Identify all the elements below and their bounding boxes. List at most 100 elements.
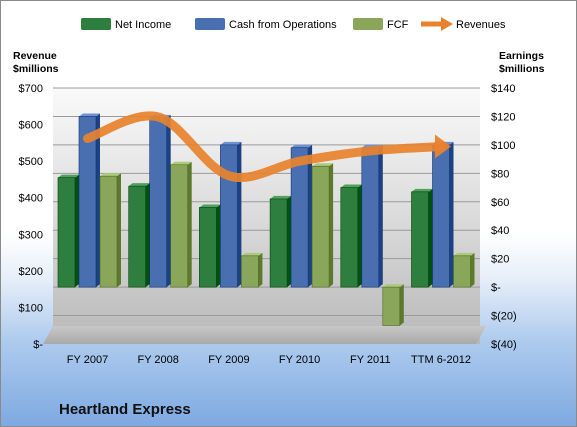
net-income-bar-face [411,191,429,288]
cash-from-operations-bar-side [237,141,242,288]
fcf-bar-top [170,161,192,165]
plot-area [53,88,480,344]
fcf-bar-top [312,163,334,167]
right-axis-tick-label: $(40) [491,339,517,351]
legend-swatch-net-income [81,18,111,30]
net-income-bar-face [128,185,146,288]
legend-swatch-cash-from-operations [195,18,225,30]
fcf-bar [311,163,334,288]
category-label: FY 2010 [279,354,320,366]
cash-from-operations-bar-face [361,147,380,288]
cash-from-operations-bar-face [78,116,97,288]
right-axis-tick-label: $20 [491,254,509,266]
fcf-bar-side [187,161,192,288]
net-income-bar-top [58,174,79,178]
cash-from-operations-bar [149,114,171,288]
fcf-bar-side [470,252,475,288]
category-label: FY 2009 [208,354,249,366]
right-axis-tick-label: $80 [491,168,509,180]
fcf-bar-top [382,284,404,288]
fcf-bar-face [382,286,401,326]
right-axis-tick-label: $(20) [491,311,517,323]
cash-from-operations-bar [220,141,242,288]
cash-from-operations-bar [432,141,454,288]
right-axis-title-line2: $millions [499,63,545,75]
category-label: FY 2007 [67,354,108,366]
cash-from-operations-bar-face [432,144,450,288]
category-labels: FY 2007 FY 2008 FY 2009 FY 2010 FY 2011 TTM 6… [67,354,471,366]
cash-from-operations-bar [290,144,313,288]
fcf-bar-face [453,255,471,288]
revenues-line [83,111,446,182]
fcf-bar [170,161,192,288]
fcf-bar-side [258,252,263,288]
chart-legend: Net Income Cash from Operations FCF Reve… [81,17,506,31]
net-income-bar-top [270,195,292,199]
net-income-bar-face [269,198,288,288]
net-income-bar-top [128,183,150,187]
left-axis-tick-label: $400 [19,193,43,205]
fcf-bar-face [99,175,118,288]
revenues-arrowhead [435,134,451,159]
net-income-bar [269,195,292,288]
left-axis-title-line1: Revenue [13,50,57,62]
fcf-bar-top [100,173,121,177]
legend-label-fcf: FCF [387,19,409,31]
net-income-bar [340,184,362,288]
net-income-bar-face [340,187,359,288]
left-axis-title-line2: $millions [13,63,59,75]
right-axis-tick-label: $100 [491,140,515,152]
left-axis-ticks: $- $100 $200 $300 $400 $500 $600 $700 [19,83,44,351]
fcf-bar-face [170,164,188,288]
cash-from-operations-bar-side [308,144,313,288]
fcf-bar [99,173,121,288]
company-name: Heartland Express [59,401,191,418]
net-income-bar [57,174,79,288]
net-income-bar-top [340,184,362,188]
net-income-bar [411,188,433,288]
net-income-bar-side [287,195,292,288]
bar-series [57,113,475,326]
net-income-bar-side [216,204,221,288]
net-income-bar-side [75,174,79,288]
category-label: FY 2008 [138,354,179,366]
net-income-bar-top [411,188,433,192]
net-income-bar [128,183,150,288]
cash-from-operations-bar-top [291,144,313,148]
net-income-bar-top [199,204,221,208]
gridlines [53,87,480,317]
fcf-bar-side [329,163,334,288]
net-income-bar-side [357,184,362,288]
cash-from-operations-bar-face [220,144,238,288]
fcf-bar-side [399,284,404,326]
legend-swatch-fcf [353,18,383,30]
right-axis-tick-label: $60 [491,197,509,209]
cash-from-operations-bar-side [449,141,454,288]
net-income-bar-face [57,177,76,288]
net-income-bar-face [199,207,217,288]
fcf-bar-face [311,165,330,288]
left-axis-tick-label: $300 [19,229,43,241]
fcf-bar-face [241,255,259,288]
fcf-bar-top [241,252,263,256]
left-axis-tick-label: $200 [19,266,43,278]
right-axis-tick-label: $- [491,282,501,294]
right-axis-tick-label: $120 [491,111,515,123]
category-label: TTM 6-2012 [411,354,471,366]
revenues-line-series [83,111,451,182]
fcf-bar-top [453,252,475,256]
fcf-bar [382,284,404,326]
left-axis-tick-label: $- [33,339,43,351]
fcf-bar [241,252,263,288]
net-income-bar-side [428,188,433,288]
fcf-bar [453,252,475,288]
cash-from-operations-bar-side [378,144,383,288]
left-axis-tick-label: $500 [19,156,43,168]
category-label: FY 2011 [350,354,391,366]
right-axis-tick-label: $140 [491,83,515,95]
cash-from-operations-bar-top [220,141,242,145]
plot-floor [43,326,486,344]
left-axis-tick-label: $100 [19,302,43,314]
right-axis-tick-label: $40 [491,225,509,237]
